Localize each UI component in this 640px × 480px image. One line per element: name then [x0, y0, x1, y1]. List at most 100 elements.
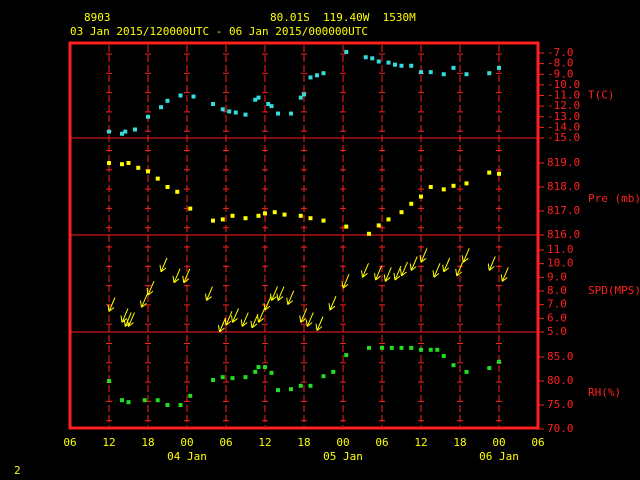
- data-point: [256, 365, 261, 370]
- data-point: [331, 369, 336, 374]
- data-point: [230, 213, 235, 218]
- data-point: [428, 70, 433, 75]
- wind-arrow: [240, 312, 249, 327]
- data-point: [272, 210, 277, 215]
- data-point: [211, 102, 215, 106]
- data-point: [211, 218, 215, 223]
- station-location: 80.01S 119.40W 1530M: [270, 11, 416, 24]
- panel-label: SPD(MPS): [588, 284, 640, 297]
- data-point: [276, 111, 280, 116]
- data-point: [363, 55, 368, 60]
- data-point: [120, 131, 124, 136]
- data-point: [419, 347, 423, 352]
- data-point: [464, 72, 469, 77]
- y-tick-label: 5.0: [547, 325, 567, 338]
- panel-label: Pre (mb): [588, 192, 640, 205]
- wind-arrow: [383, 267, 392, 282]
- data-point: [409, 345, 414, 350]
- wind-arrow: [409, 256, 418, 271]
- data-point: [321, 218, 326, 223]
- data-point: [276, 388, 280, 393]
- x-tick-label: 06: [531, 436, 544, 449]
- wind-arrow: [286, 290, 295, 306]
- date-label: 04 Jan: [167, 450, 207, 463]
- wind-arrow: [341, 274, 350, 289]
- data-point: [256, 213, 261, 218]
- wind-arrow: [419, 248, 428, 263]
- data-point: [419, 70, 423, 75]
- wind-arrow: [393, 265, 402, 281]
- data-point: [165, 185, 170, 189]
- data-point: [386, 217, 391, 222]
- data-point: [178, 93, 183, 98]
- data-point: [136, 165, 141, 170]
- data-point: [428, 347, 433, 352]
- wind-arrow: [361, 263, 369, 278]
- data-point: [191, 94, 196, 99]
- data-point: [230, 376, 235, 381]
- wind-arrow: [500, 267, 509, 282]
- y-tick-label: -15.0: [547, 131, 580, 144]
- data-point: [464, 369, 469, 374]
- data-point: [386, 60, 391, 65]
- data-point: [321, 374, 326, 379]
- data-point: [146, 114, 150, 119]
- data-point: [256, 95, 261, 100]
- y-tick-label: 85.0: [547, 350, 574, 363]
- wind-arrow: [432, 263, 441, 278]
- data-point: [393, 62, 397, 67]
- data-point: [497, 359, 501, 364]
- data-point: [487, 71, 492, 76]
- data-point: [126, 400, 131, 405]
- data-point: [376, 223, 381, 228]
- data-point: [269, 104, 274, 109]
- data-point: [487, 170, 492, 175]
- y-tick-label: -13.0: [547, 110, 580, 123]
- x-tick-label: 12: [102, 436, 115, 449]
- data-point: [399, 345, 404, 350]
- data-point: [263, 365, 267, 370]
- data-point: [451, 183, 456, 188]
- data-point: [308, 383, 313, 388]
- wind-arrow: [250, 313, 259, 329]
- wind-arrow: [442, 257, 451, 273]
- y-tick-label: -7.0: [547, 46, 574, 59]
- data-point: [211, 378, 215, 383]
- data-point: [441, 354, 446, 359]
- y-tick-label: -10.0: [547, 78, 580, 91]
- data-point: [399, 210, 404, 215]
- data-point: [155, 398, 160, 403]
- data-point: [188, 393, 193, 398]
- data-point: [298, 383, 303, 388]
- x-tick-label: 18: [141, 436, 154, 449]
- wind-arrow: [374, 265, 382, 281]
- data-point: [123, 129, 128, 134]
- data-point: [298, 213, 303, 218]
- data-point: [107, 161, 111, 165]
- data-point: [188, 206, 193, 211]
- data-point: [497, 171, 501, 176]
- data-point: [451, 65, 456, 70]
- data-point: [227, 109, 232, 114]
- x-tick-label: 00: [492, 436, 505, 449]
- data-point: [497, 65, 501, 70]
- data-point: [419, 194, 423, 199]
- wind-arrow: [400, 261, 408, 277]
- y-tick-label: -9.0: [547, 67, 574, 80]
- data-point: [344, 353, 349, 358]
- y-tick-label: -8.0: [547, 57, 574, 70]
- data-point: [289, 387, 293, 392]
- data-point: [107, 379, 111, 383]
- data-point: [165, 98, 170, 103]
- data-point: [133, 127, 137, 132]
- y-tick-label: 816.0: [547, 228, 580, 241]
- wind-arrow: [276, 286, 285, 301]
- data-point: [253, 369, 258, 374]
- x-tick-label: 18: [453, 436, 466, 449]
- wind-arrow: [487, 256, 496, 271]
- data-point: [308, 75, 313, 80]
- x-tick-label: 06: [63, 436, 76, 449]
- data-point: [308, 216, 313, 221]
- data-point: [399, 63, 404, 68]
- data-point: [142, 398, 147, 403]
